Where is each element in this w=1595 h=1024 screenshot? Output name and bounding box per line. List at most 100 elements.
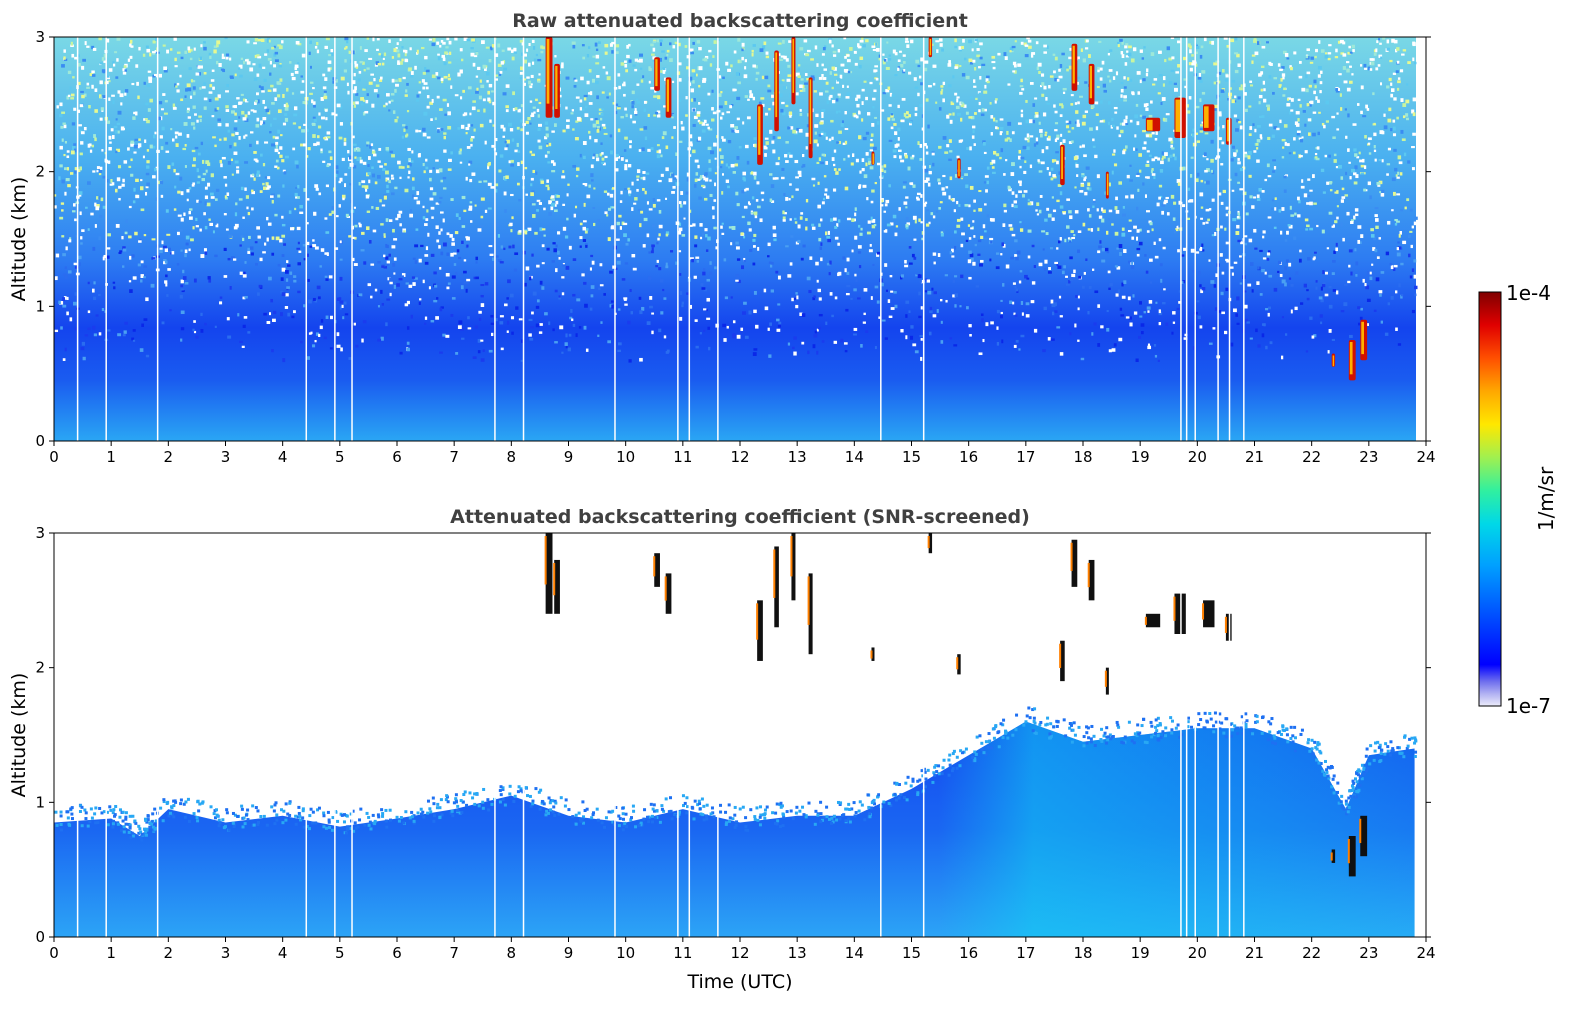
noise-pixel xyxy=(771,140,775,144)
noise-pixel xyxy=(893,123,897,126)
noise-pixel xyxy=(829,71,832,75)
noise-pixel xyxy=(1256,139,1261,143)
noise-pixel xyxy=(607,237,611,242)
noise-pixel xyxy=(381,54,384,58)
noise-pixel xyxy=(1238,120,1242,124)
noise-pixel xyxy=(949,119,953,124)
noise-pixel xyxy=(1244,92,1247,96)
noise-pixel xyxy=(1288,152,1292,155)
noise-pixel xyxy=(655,111,659,115)
noise-pixel xyxy=(1340,176,1344,180)
noise-pixel xyxy=(404,303,409,307)
noise-pixel xyxy=(1306,289,1309,292)
noise-pixel xyxy=(948,195,951,200)
noise-pixel xyxy=(910,325,914,329)
noise-pixel xyxy=(408,162,412,167)
noise-pixel xyxy=(516,182,520,186)
noise-pixel xyxy=(455,213,459,217)
noise-pixel xyxy=(196,119,199,123)
noise-pixel xyxy=(267,57,272,61)
noise-pixel xyxy=(925,145,928,149)
noise-pixel xyxy=(324,252,328,255)
noise-pixel xyxy=(208,91,213,94)
noise-pixel xyxy=(495,255,499,258)
noise-pixel xyxy=(581,44,585,47)
noise-pixel xyxy=(999,126,1004,130)
noise-pixel xyxy=(244,98,249,103)
noise-pixel xyxy=(1402,115,1406,119)
noise-pixel xyxy=(616,107,621,110)
noise-pixel xyxy=(1041,230,1046,233)
noise-pixel xyxy=(1254,128,1257,133)
noise-pixel xyxy=(735,274,740,278)
noise-pixel xyxy=(1054,129,1058,132)
noise-pixel xyxy=(1046,45,1049,50)
noise-pixel xyxy=(458,217,461,220)
noise-pixel xyxy=(466,146,471,149)
noise-pixel xyxy=(649,305,653,309)
noise-pixel xyxy=(107,329,111,332)
noise-pixel xyxy=(840,63,845,67)
noise-pixel xyxy=(322,73,326,77)
noise-pixel xyxy=(553,209,558,213)
noise-pixel xyxy=(685,96,688,100)
noise-pixel xyxy=(355,93,359,96)
noise-pixel xyxy=(461,225,466,228)
noise-pixel xyxy=(742,171,747,176)
noise-pixel xyxy=(93,296,97,300)
noise-pixel xyxy=(393,272,396,275)
noise-pixel xyxy=(696,40,701,44)
noise-pixel xyxy=(282,184,285,188)
noise-pixel xyxy=(1123,99,1127,102)
noise-pixel xyxy=(671,80,675,84)
noise-pixel xyxy=(200,254,205,258)
noise-pixel xyxy=(1118,244,1123,249)
noise-pixel xyxy=(986,214,990,218)
noise-pixel xyxy=(1200,217,1204,220)
noise-pixel xyxy=(438,231,441,235)
noise-pixel xyxy=(1201,243,1204,247)
noise-pixel xyxy=(1056,134,1060,139)
noise-pixel xyxy=(1120,88,1124,93)
noise-pixel xyxy=(780,176,785,180)
noise-pixel xyxy=(471,172,476,176)
noise-pixel xyxy=(124,321,128,325)
noise-pixel xyxy=(1290,109,1294,112)
noise-pixel xyxy=(353,72,356,77)
noise-pixel xyxy=(646,233,650,238)
noise-pixel xyxy=(719,155,724,159)
noise-pixel xyxy=(480,358,485,362)
noise-pixel xyxy=(1225,206,1229,210)
noise-pixel xyxy=(338,136,343,140)
noise-pixel xyxy=(1047,213,1052,218)
noise-pixel xyxy=(1343,302,1348,307)
noise-pixel xyxy=(234,223,239,228)
noise-pixel xyxy=(1236,118,1240,123)
noise-pixel xyxy=(394,186,398,190)
noise-pixel xyxy=(1018,280,1022,284)
noise-pixel xyxy=(1159,263,1163,267)
noise-pixel xyxy=(939,201,943,204)
noise-pixel xyxy=(1374,214,1378,218)
noise-pixel xyxy=(891,118,896,121)
noise-pixel xyxy=(1014,64,1017,68)
noise-pixel xyxy=(180,249,183,252)
noise-pixel xyxy=(293,106,298,111)
noise-pixel xyxy=(994,100,997,104)
noise-pixel xyxy=(764,137,769,140)
noise-pixel xyxy=(578,326,582,329)
noise-pixel xyxy=(1025,302,1030,306)
noise-pixel xyxy=(1213,107,1217,111)
noise-pixel xyxy=(415,228,419,231)
noise-pixel xyxy=(1412,42,1416,47)
noise-pixel xyxy=(596,95,599,100)
noise-pixel xyxy=(615,44,620,48)
noise-pixel xyxy=(235,202,238,206)
noise-pixel xyxy=(568,245,572,250)
noise-pixel xyxy=(477,66,481,71)
noise-pixel xyxy=(167,268,171,271)
noise-pixel xyxy=(1413,221,1418,226)
noise-pixel xyxy=(1059,63,1063,68)
noise-pixel xyxy=(483,180,488,183)
noise-pixel xyxy=(742,311,746,315)
